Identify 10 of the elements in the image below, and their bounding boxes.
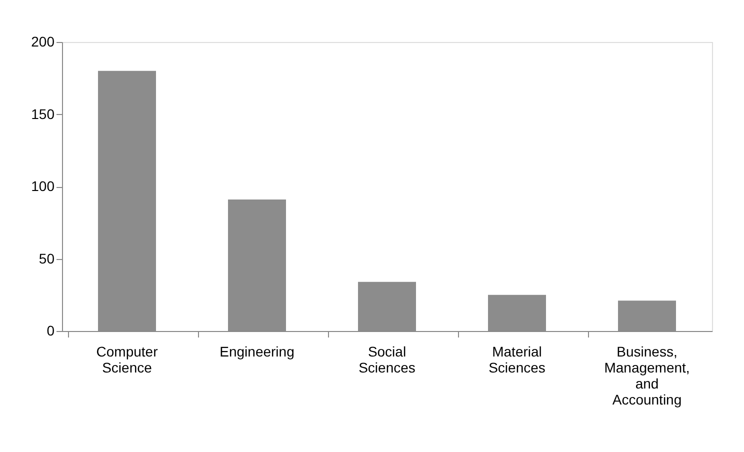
y-tick-label: 0 (46, 322, 55, 338)
y-tick-label: 150 (31, 106, 55, 122)
y-tick-label: 100 (31, 178, 55, 194)
y-tick-label: 50 (38, 250, 55, 266)
x-tick-label: Business, Management, and Accounting (604, 344, 690, 408)
x-tick-label: Material Sciences (488, 344, 546, 376)
x-tick-label: Social Sciences (358, 344, 416, 376)
x-tick-label: Computer Science (96, 344, 158, 376)
y-tick-label: 200 (31, 34, 55, 50)
x-tick-label: Engineering (220, 344, 294, 360)
